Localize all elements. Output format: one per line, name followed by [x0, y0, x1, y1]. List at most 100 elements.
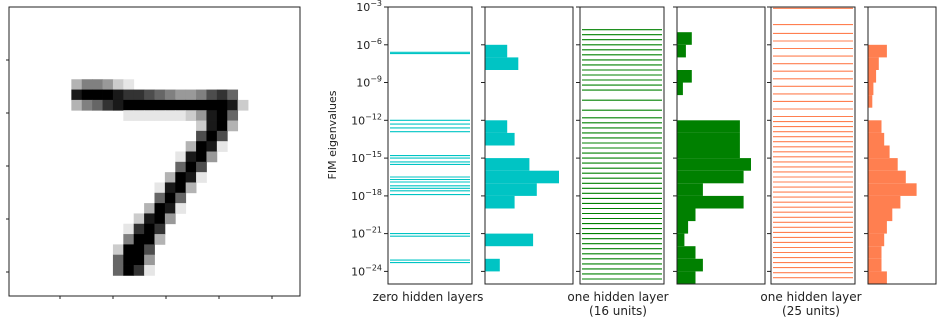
digit-pixel: [112, 265, 124, 276]
digit-pixel: [133, 234, 145, 245]
digit-pixel: [144, 265, 155, 276]
digit-pixel: [71, 99, 83, 111]
y-tick-label: 10−9: [356, 75, 382, 90]
digit-pixel: [196, 99, 207, 111]
digit-pixel: [164, 89, 176, 101]
digit-pixel: [102, 89, 114, 101]
digit-pixel: [175, 99, 187, 111]
digit-pixel: [206, 151, 218, 163]
histogram-bar: [677, 246, 696, 259]
digit-pixel: [92, 79, 103, 90]
y-tick-label: 10−15: [351, 150, 382, 165]
digit-pixel: [175, 89, 187, 101]
histogram-bar: [677, 158, 751, 171]
digit-pixel: [123, 110, 135, 121]
spectrum-frame: [387, 6, 473, 285]
digit-pixel: [175, 110, 187, 121]
digit-pixel: [123, 89, 135, 101]
histogram-bar: [677, 145, 740, 159]
digit-pixel: [144, 223, 155, 235]
digit-pixel: [175, 182, 187, 194]
digit-pixel: [164, 182, 176, 194]
histogram-bar: [677, 271, 696, 284]
digit-pixel: [144, 89, 155, 101]
digit-pixel: [185, 110, 197, 121]
histogram-bar: [868, 57, 879, 70]
digit-pixel: [154, 192, 166, 204]
digit-pixel: [216, 120, 228, 132]
digit-pixel: [196, 110, 207, 121]
digit-pixel: [154, 234, 166, 245]
digit-pixel: [81, 79, 93, 90]
histogram-bar: [485, 120, 508, 133]
digit-pixel: [196, 141, 207, 152]
y-tick-label: 10−6: [356, 37, 382, 52]
digit-pixel: [71, 89, 83, 101]
digit-pixel: [154, 110, 166, 121]
histogram-bar: [677, 32, 692, 45]
histogram-bar: [677, 170, 744, 184]
histogram-bar: [485, 183, 537, 196]
digit-pixel: [154, 89, 166, 101]
histogram-bar: [485, 170, 559, 184]
histogram-bar: [868, 258, 882, 272]
histogram-bar: [677, 120, 740, 133]
mnist-digit-panel: [6, 6, 301, 299]
digit-pixel: [196, 172, 207, 183]
histogram-bar: [868, 221, 887, 234]
histogram-bar: [677, 132, 740, 146]
histogram-bar: [868, 95, 873, 108]
histogram-bar: [868, 44, 887, 58]
digit-pixel: [133, 110, 145, 121]
digit-pixel: [164, 110, 176, 121]
histogram-frame: [676, 6, 766, 285]
digit-pixel: [133, 89, 145, 101]
digit-pixel: [123, 254, 135, 266]
digit-pixel: [112, 89, 124, 101]
digit-pixel: [206, 99, 218, 111]
histogram-bar: [677, 44, 686, 58]
digit-pixel: [144, 244, 155, 256]
digit-pixel: [133, 254, 145, 266]
digit-pixel: [196, 120, 207, 132]
digit-pixel: [154, 99, 166, 111]
digit-pixel: [112, 244, 124, 256]
digit-pixel: [206, 120, 218, 132]
histogram-bar: [485, 195, 515, 209]
histogram-bar: [868, 233, 885, 247]
histogram-frame: [484, 6, 574, 285]
digit-pixel: [185, 89, 197, 101]
digit-pixel: [133, 213, 145, 225]
digit-pixel: [216, 110, 228, 121]
panel-label: zero hidden layers: [373, 290, 484, 304]
y-tick-label: 10−24: [351, 263, 382, 278]
histogram-bar: [868, 246, 882, 259]
digit-pixel: [133, 244, 145, 256]
histogram-bar: [677, 82, 683, 96]
digit-pixel: [164, 203, 176, 214]
digit-pixel: [164, 192, 176, 204]
digit-pixel: [71, 79, 83, 90]
histogram-bar: [677, 183, 703, 196]
digit-pixel: [227, 120, 239, 132]
panel-label: one hidden layer (16 units): [567, 290, 668, 318]
histogram-bar: [868, 145, 890, 159]
digit-pixel: [102, 99, 114, 111]
digit-pixel: [175, 151, 187, 163]
digit-pixel: [123, 244, 135, 256]
digit-pixel: [206, 141, 218, 152]
digit-pixel: [102, 79, 114, 90]
digit-pixel: [154, 203, 166, 214]
digit-pixel: [123, 265, 135, 276]
digit-pixel: [154, 182, 166, 194]
histogram-frame: [867, 6, 937, 285]
histogram-bar: [868, 70, 877, 83]
y-tick-label: 10−3: [356, 0, 382, 14]
digit-pixel: [133, 223, 145, 235]
digit-frame: [8, 6, 301, 297]
y-tick-label: 10−21: [351, 226, 382, 241]
digit-pixel: [144, 203, 155, 214]
spectrum-frame: [770, 6, 856, 285]
digit-pixel: [144, 234, 155, 245]
digit-pixel: [196, 130, 207, 142]
